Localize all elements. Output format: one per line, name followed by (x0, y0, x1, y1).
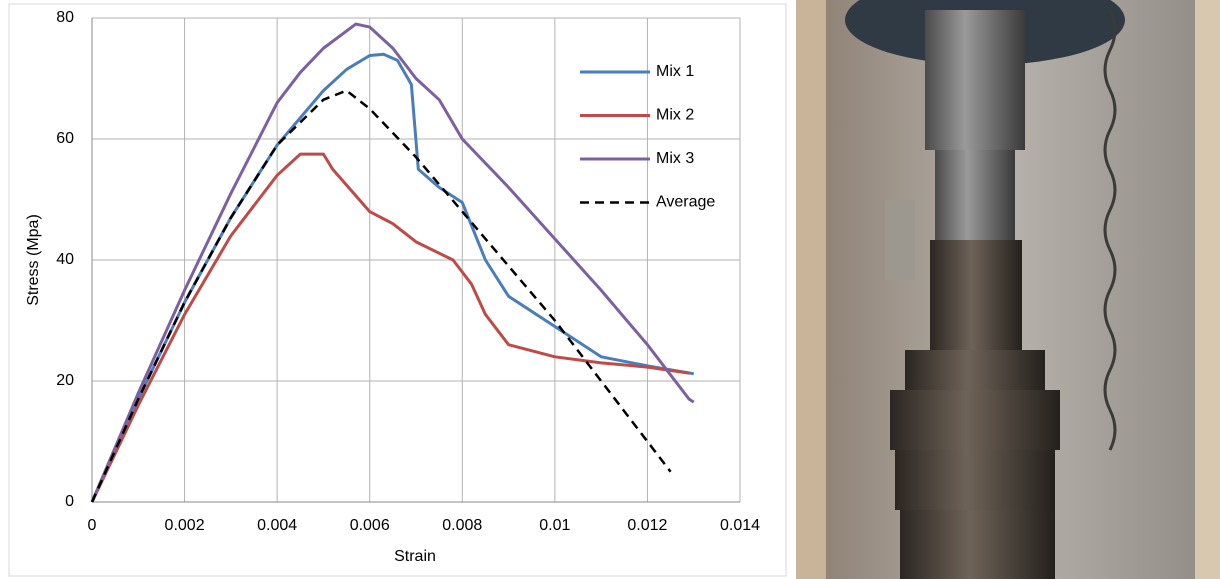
x-tick-label: 0.006 (350, 517, 390, 534)
legend-label: Mix 1 (656, 63, 694, 80)
y-axis-title: Stress (Mpa) (25, 214, 42, 306)
x-tick-label: 0.01 (539, 517, 570, 534)
x-tick-label: 0.002 (165, 517, 205, 534)
y-tick-label: 60 (56, 130, 74, 147)
x-tick-label: 0.008 (442, 517, 482, 534)
chart-border (8, 3, 787, 577)
series-line (90, 152, 690, 503)
series-line (90, 22, 695, 503)
series-line (90, 89, 672, 503)
y-tick-label: 40 (56, 251, 74, 268)
legend-label: Average (656, 194, 715, 211)
x-tick-label: 0.014 (720, 517, 760, 534)
photo (796, 0, 1220, 579)
legend-label: Mix 2 (656, 107, 694, 124)
x-axis-title: Strain (394, 548, 436, 565)
y-tick-label: 0 (65, 493, 74, 510)
x-tick-label: 0.004 (257, 517, 297, 534)
x-tick-label: 0 (88, 517, 97, 534)
y-tick-label: 80 (56, 9, 74, 26)
y-tick-label: 20 (56, 372, 74, 389)
x-tick-label: 0.012 (627, 517, 667, 534)
series-line (90, 52, 694, 503)
legend-label: Mix 3 (656, 150, 694, 167)
